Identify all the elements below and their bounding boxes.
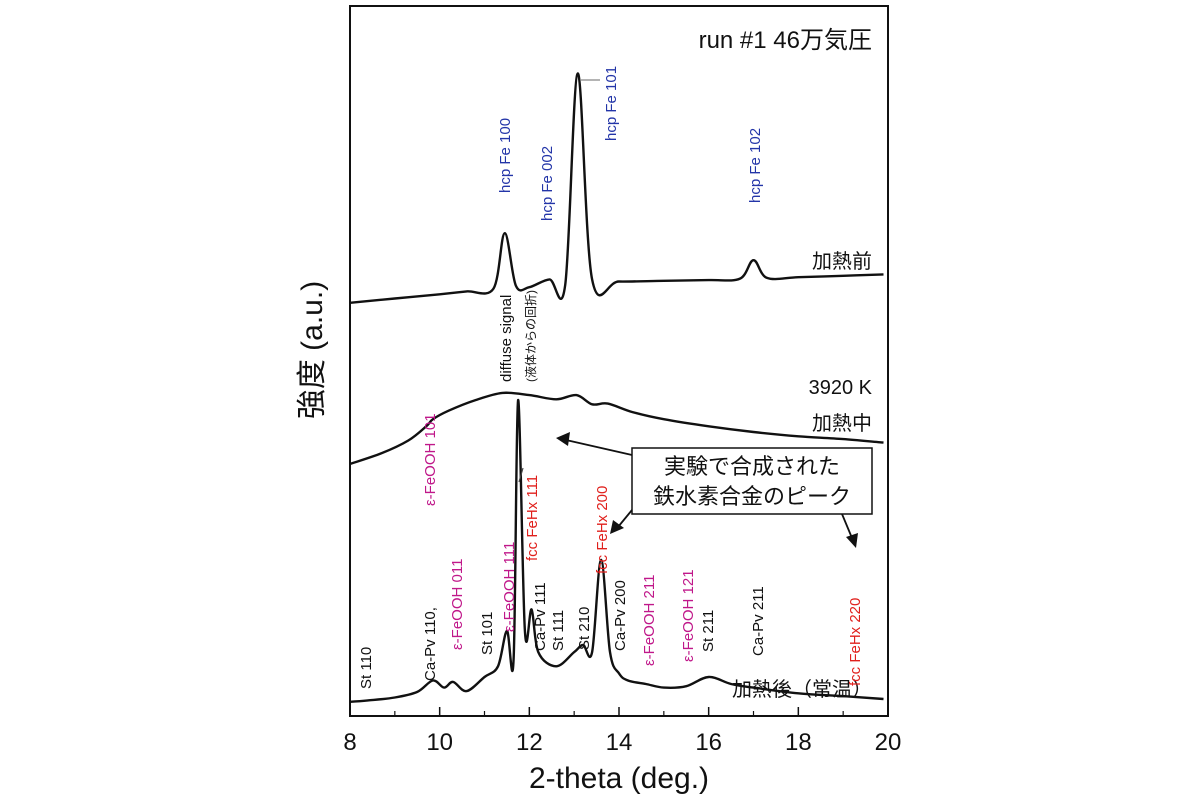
peak-label: Ca-Pv 200 <box>612 580 629 651</box>
curve-label-before-heating: 加熱前 <box>812 250 872 273</box>
peak-label: St 110 <box>358 647 375 689</box>
peak-label: hcp Fe 002 <box>539 146 556 221</box>
peak-label: St 111 <box>550 610 567 651</box>
peak-label: fcc FeHx 200 <box>594 486 611 574</box>
peak-label: St 210 <box>576 607 593 650</box>
peak-label: hcp Fe 102 <box>747 128 764 203</box>
y-axis-title: 強度 (a.u.) <box>296 281 329 419</box>
peak-label: hcp Fe 100 <box>497 118 514 193</box>
peak-label: Ca-Pv 111 <box>532 582 549 651</box>
x-tick-label: 10 <box>426 729 453 756</box>
curve-label-during-heating: 加熱中 <box>812 412 872 435</box>
x-axis-title: 2-theta (deg.) <box>529 762 709 795</box>
x-tick-label: 14 <box>606 729 633 756</box>
peak-label: St 211 <box>700 610 717 652</box>
series-line-1 <box>349 391 884 466</box>
peak-label: ε-FeOOH 011 <box>449 559 466 650</box>
peak-label: St 101 <box>479 612 496 655</box>
leader-line <box>518 467 524 483</box>
callout-arrows <box>556 432 858 548</box>
peak-label: ε-FeOOH 111 <box>501 542 518 632</box>
peak-label: diffuse signal <box>498 295 515 382</box>
peak-label: (液体からの回折) <box>523 290 538 382</box>
callout-line-1: 実験で合成された <box>664 454 840 479</box>
peak-label: ε-FeOOH 211 <box>641 575 658 666</box>
x-tick-label: 16 <box>695 729 722 756</box>
series-line-0 <box>349 72 884 304</box>
x-tick-label: 20 <box>875 729 902 756</box>
peak-label: ε-FeOOH 101 <box>422 413 439 506</box>
callout-line-2: 鉄水素合金のピーク <box>653 484 851 509</box>
callout-box: 実験で合成された 鉄水素合金のピーク <box>631 447 873 515</box>
peak-label: Ca-Pv 110, <box>422 607 439 681</box>
x-tick-label: 8 <box>343 729 356 756</box>
x-tick-label: 12 <box>516 729 543 756</box>
peak-label: hcp Fe 101 <box>603 66 620 141</box>
chart-title: run #1 46万気圧 <box>699 27 872 54</box>
peak-label: ε-FeOOH 121 <box>680 569 697 662</box>
series-line-2 <box>349 398 884 703</box>
peak-label: fcc FeHx 111 <box>524 475 541 561</box>
curve-label-temperature: 3920 K <box>809 377 873 399</box>
x-tick-label: 18 <box>785 729 812 756</box>
peak-label: Ca-Pv 211 <box>750 586 767 656</box>
peak-label: fcc FeHx 220 <box>847 598 864 686</box>
